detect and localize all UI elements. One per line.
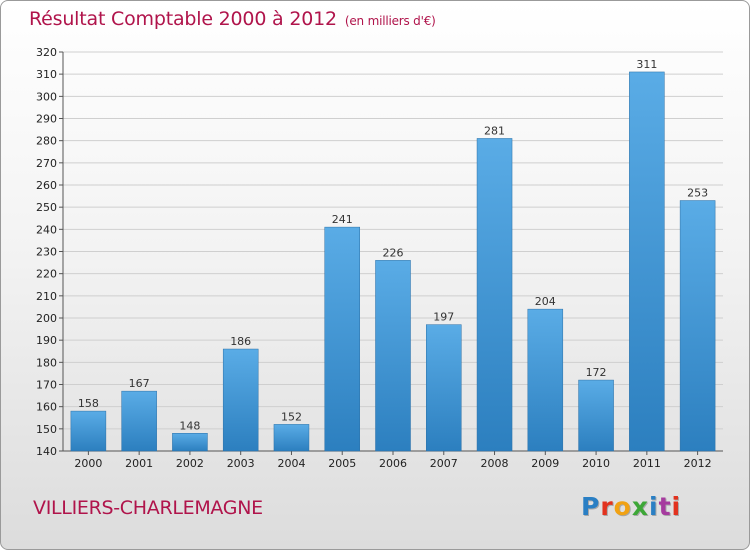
bar-2009 — [527, 308, 564, 452]
bar-2002 — [172, 433, 208, 452]
y-tick-label: 140 — [36, 445, 57, 458]
bar-2010 — [578, 379, 614, 452]
x-tick-label-2012: 2012 — [684, 457, 712, 470]
y-tick-label: 300 — [36, 90, 57, 103]
bar-2001 — [121, 390, 157, 452]
bar-2007 — [426, 324, 462, 452]
data-label-2006: 226 — [383, 246, 404, 259]
y-tick-label: 240 — [36, 223, 57, 236]
y-tick-label: 180 — [36, 356, 57, 369]
y-tick-label: 270 — [36, 157, 57, 170]
logo-letter: x — [631, 492, 649, 521]
town-name: VILLIERS-CHARLEMAGNE — [33, 497, 263, 519]
logo-letter: o — [613, 492, 632, 521]
y-tick-label: 200 — [36, 312, 57, 325]
x-tick-label-2008: 2008 — [481, 457, 509, 470]
x-tick-label-2011: 2011 — [633, 457, 661, 470]
bar-2005 — [324, 226, 360, 452]
data-label-2009: 204 — [535, 295, 556, 308]
logo-letter: t — [658, 492, 672, 521]
x-tick-label-2001: 2001 — [125, 457, 153, 470]
data-label-2000: 158 — [78, 397, 99, 410]
data-label-2002: 148 — [179, 419, 200, 432]
chart-title: Résultat Comptable 2000 à 2012 (en millie… — [29, 8, 436, 30]
logo-letter: i — [649, 492, 659, 521]
data-label-2012: 253 — [687, 187, 708, 200]
y-tick-label: 310 — [36, 68, 57, 81]
x-tick-label-2002: 2002 — [176, 457, 204, 470]
x-tick-label-2000: 2000 — [74, 457, 102, 470]
y-tick-label: 220 — [36, 268, 57, 281]
y-tick-label: 230 — [36, 246, 57, 259]
bar-2003 — [222, 348, 259, 452]
data-label-2004: 152 — [281, 410, 302, 423]
x-tick-label-2003: 2003 — [227, 457, 255, 470]
x-tick-label-2005: 2005 — [328, 457, 356, 470]
bar-2006 — [375, 260, 411, 452]
y-tick-label: 290 — [36, 113, 57, 126]
data-label-2003: 186 — [230, 335, 251, 348]
x-tick-label-2007: 2007 — [430, 457, 458, 470]
y-tick-label: 150 — [36, 423, 57, 436]
logo-letter: r — [600, 492, 614, 521]
data-label-2001: 167 — [129, 377, 150, 390]
bar-2000 — [70, 410, 107, 452]
y-tick-label: 260 — [36, 179, 57, 192]
x-tick-label-2009: 2009 — [531, 457, 559, 470]
chart-title-text: Résultat Comptable 2000 à 2012 — [29, 8, 337, 30]
bar-2008 — [476, 138, 513, 452]
x-tick-label-2010: 2010 — [582, 457, 610, 470]
data-label-2010: 172 — [586, 366, 607, 379]
y-tick-label: 190 — [36, 334, 57, 347]
bar-2004 — [273, 424, 310, 452]
y-tick-label: 170 — [36, 379, 57, 392]
x-tick-label-2006: 2006 — [379, 457, 407, 470]
bar-2011 — [629, 71, 665, 452]
y-tick-label: 320 — [36, 46, 57, 59]
y-tick-label: 250 — [36, 201, 57, 214]
x-tick-label-2004: 2004 — [277, 457, 305, 470]
logo-letter: P — [581, 492, 601, 521]
chart-subtitle: (en milliers d'€) — [344, 14, 436, 28]
labels: 140 150 160 170 180 190 200 210 220 230 240 250 260 2… — [36, 46, 712, 470]
y-tick-label: 160 — [36, 401, 57, 414]
data-label-2007: 197 — [433, 311, 454, 324]
data-label-2011: 311 — [636, 58, 657, 71]
bar-2012 — [679, 200, 716, 452]
data-label-2005: 241 — [332, 213, 353, 226]
y-tick-label: 210 — [36, 290, 57, 303]
data-label-2008: 281 — [484, 124, 505, 137]
logo-letter: i — [671, 492, 682, 521]
y-tick-label: 280 — [36, 135, 57, 148]
proxiti-logo: Proxiti — [581, 492, 681, 521]
bars — [70, 71, 716, 452]
